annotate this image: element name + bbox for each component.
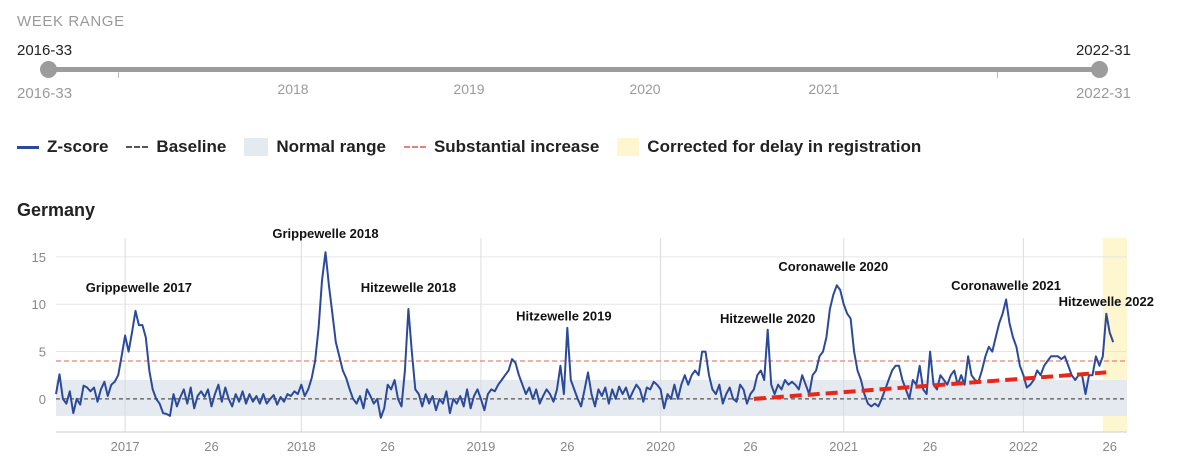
- x-tick-label: 26: [1102, 439, 1116, 454]
- x-tick-label: 26: [560, 439, 574, 454]
- legend-item-normal-range[interactable]: Normal range: [244, 137, 386, 157]
- annotation-label: Hitzewelle 2018: [361, 280, 456, 295]
- x-tick-label: 26: [743, 439, 757, 454]
- annotation-label: Grippewelle 2017: [86, 280, 192, 295]
- normal-range-swatch: [244, 138, 269, 156]
- legend-label: Baseline: [156, 137, 227, 156]
- slider-handle-start[interactable]: [40, 61, 57, 78]
- week-range-title: WEEK RANGE: [17, 13, 125, 30]
- annotation-label: Grippewelle 2018: [272, 228, 378, 241]
- x-tick-label: 26: [923, 439, 937, 454]
- zscore-chart[interactable]: 0 5 10 15 2017 26 2018 26 2019 26 2020 26 2021 26 2022…: [0, 228, 1200, 471]
- legend-label: Z-score: [47, 137, 109, 156]
- trend-line: [753, 370, 1107, 401]
- slider-year-label: 2020: [629, 81, 661, 97]
- range-start-label: 2016-33: [17, 42, 73, 59]
- corrected-swatch: [617, 138, 640, 156]
- chart-title: Germany: [17, 200, 96, 220]
- annotation-label: Hitzewelle 2020: [720, 311, 815, 326]
- legend-label: Normal range: [276, 137, 386, 156]
- legend-item-substantial-increase[interactable]: Substantial increase: [403, 137, 600, 157]
- legend-item-baseline[interactable]: Baseline: [126, 137, 226, 157]
- annotation-label: Coronawelle 2021: [951, 278, 1061, 293]
- baseline-swatch: [126, 146, 149, 148]
- annotation-label: Hitzewelle 2022: [1059, 294, 1154, 309]
- slider-year-label: 2018: [277, 81, 309, 97]
- x-tick-label: 2019: [466, 439, 495, 454]
- y-tick-label: 0: [39, 392, 46, 407]
- legend-label: Substantial increase: [433, 137, 600, 156]
- annotation-label: Coronawelle 2020: [778, 259, 888, 274]
- legend-label: Corrected for delay in registration: [647, 137, 922, 156]
- slider-year-label: 2019: [453, 81, 485, 97]
- slider-tick: [118, 72, 119, 78]
- slider-track[interactable]: [49, 67, 1099, 72]
- legend: Z-score Baseline Normal range Substantia…: [17, 137, 939, 157]
- x-tick-label: 26: [380, 439, 394, 454]
- slider-tick: [997, 72, 998, 78]
- zscore-line[interactable]: [55, 251, 1115, 419]
- x-tick-label: 2020: [646, 439, 675, 454]
- normal-range-band: [56, 379, 1127, 416]
- x-tick-label: 2017: [111, 439, 140, 454]
- zscore-swatch: [17, 145, 39, 149]
- x-tick-label: 2021: [829, 439, 858, 454]
- annotation-label: Hitzewelle 2019: [516, 308, 611, 323]
- substantial-increase-swatch: [403, 146, 426, 148]
- legend-item-zscore[interactable]: Z-score: [17, 137, 108, 157]
- y-tick-label: 15: [32, 250, 46, 265]
- range-end-label: 2022-31: [1075, 42, 1131, 59]
- x-tick-label: 26: [204, 439, 218, 454]
- y-tick-label: 10: [32, 297, 46, 312]
- slider-year-label: 2021: [808, 81, 840, 97]
- x-tick-label: 2018: [287, 439, 316, 454]
- legend-item-corrected[interactable]: Corrected for delay in registration: [617, 137, 921, 157]
- range-end-bottom-label: 2022-31: [1075, 85, 1131, 102]
- y-tick-label: 5: [39, 345, 46, 360]
- slider-handle-end[interactable]: [1091, 61, 1108, 78]
- x-tick-label: 2022: [1009, 439, 1038, 454]
- range-start-bottom-label: 2016-33: [17, 85, 73, 102]
